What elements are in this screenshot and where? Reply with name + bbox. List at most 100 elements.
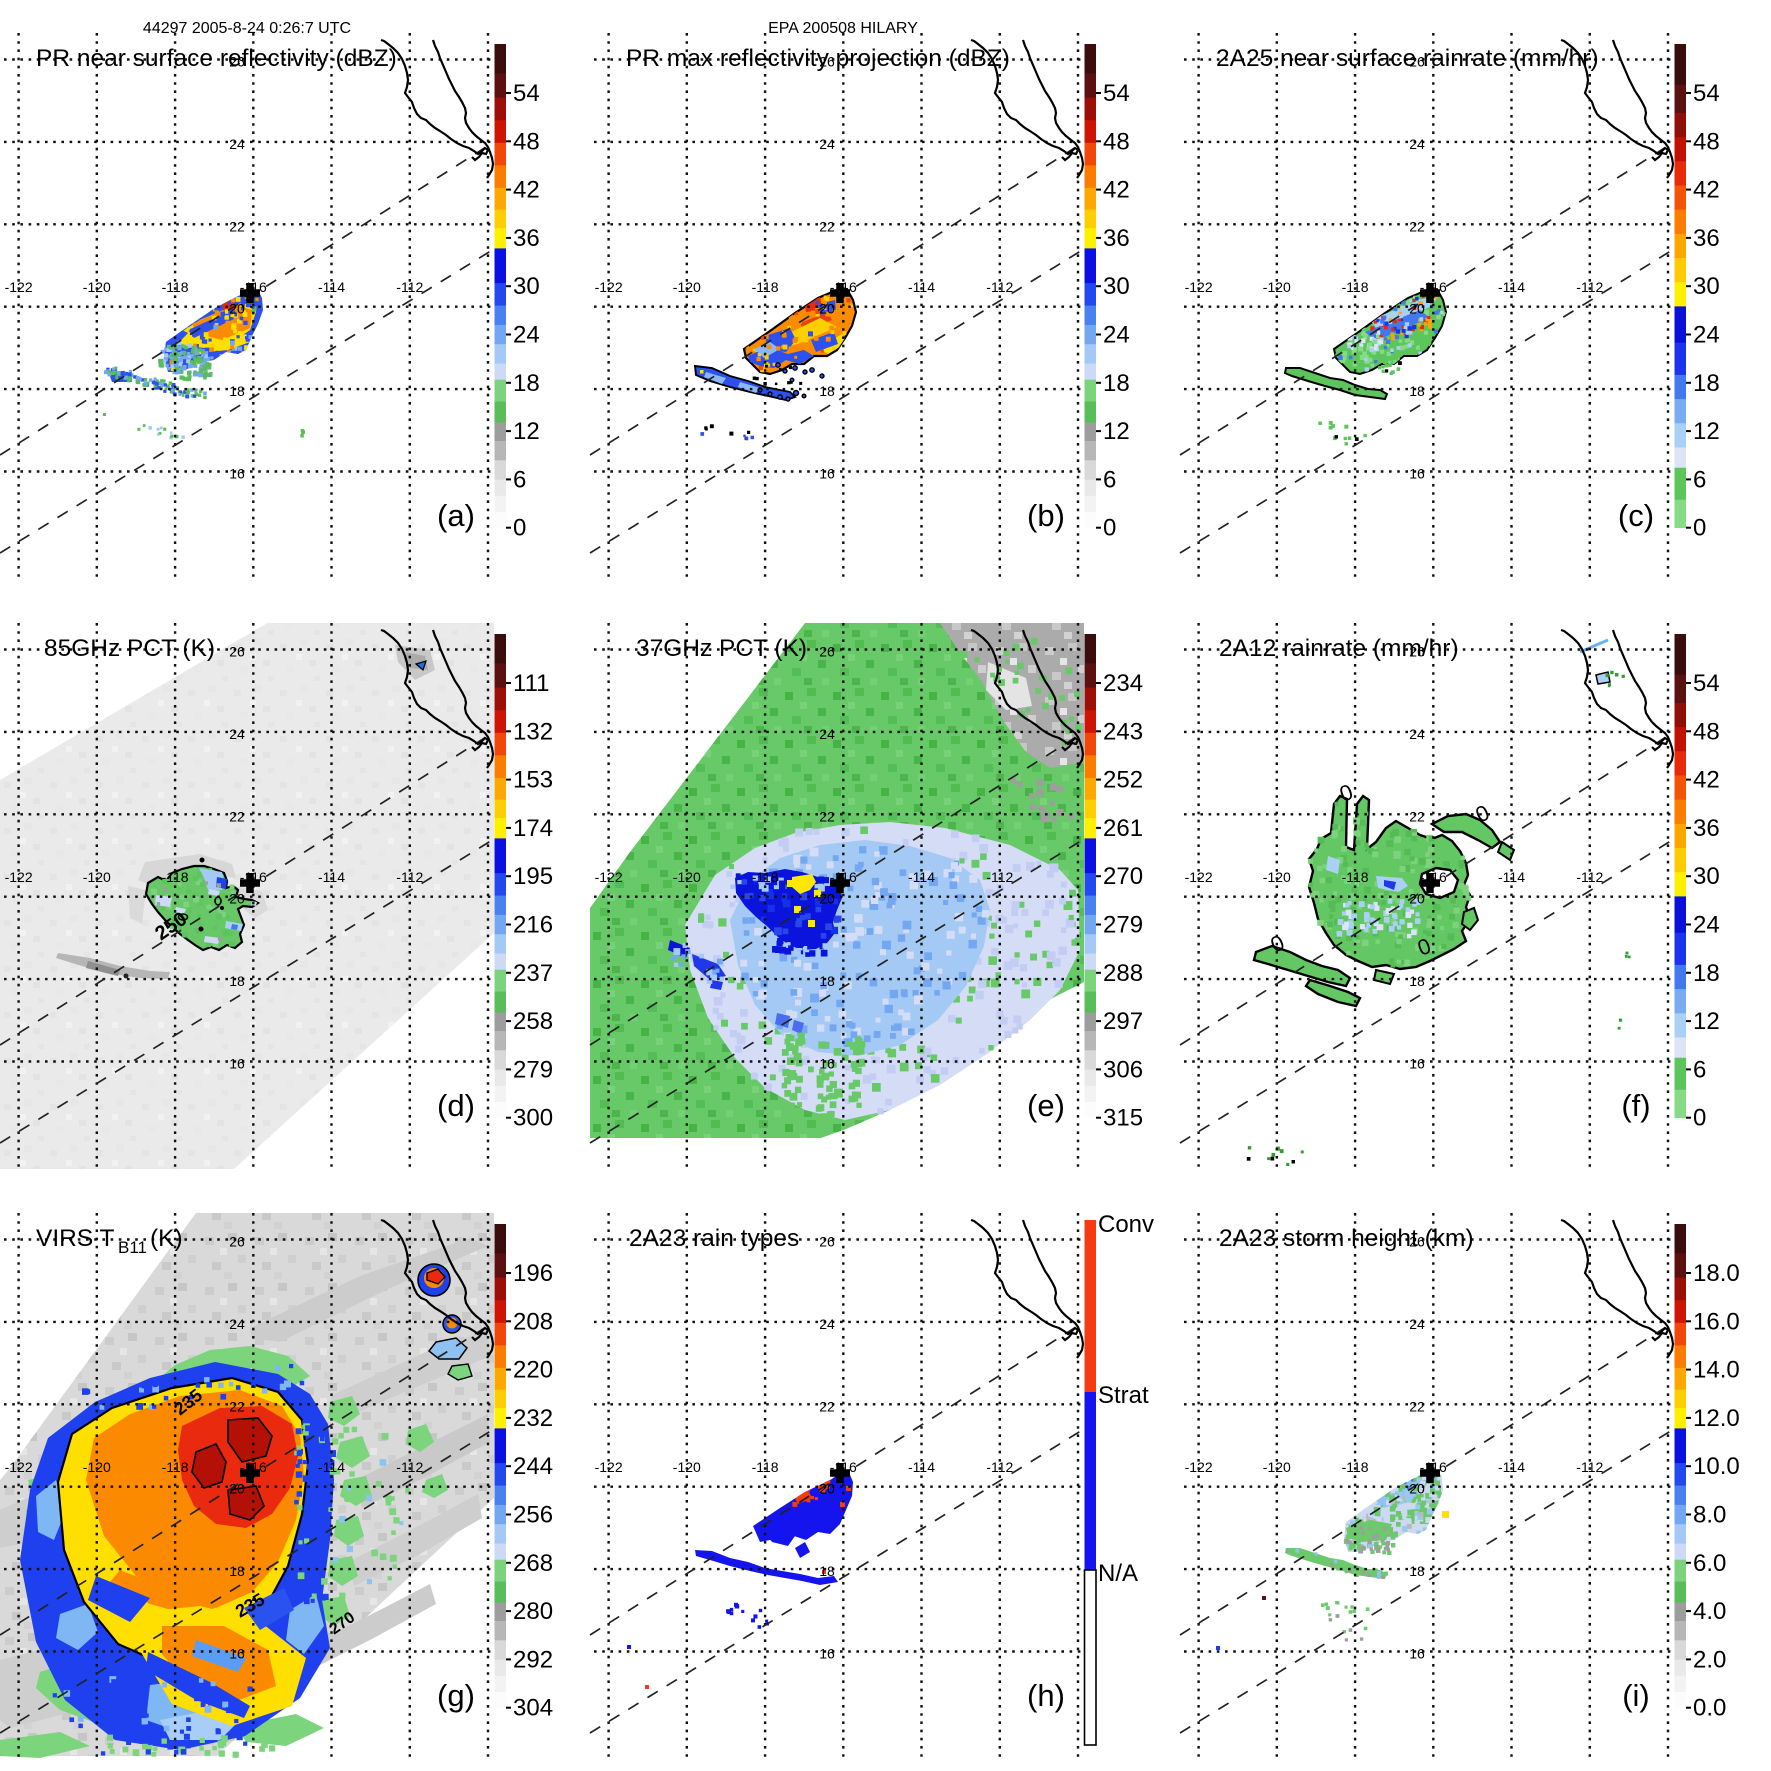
svg-text:4.0: 4.0 xyxy=(1693,1598,1726,1625)
svg-text:54: 54 xyxy=(513,80,540,107)
svg-text:18.0: 18.0 xyxy=(1693,1260,1740,1287)
svg-text:304: 304 xyxy=(513,1695,553,1722)
svg-text:2.0: 2.0 xyxy=(1693,1646,1726,1673)
svg-text:EPA 200508 HILARY: EPA 200508 HILARY xyxy=(768,20,918,37)
svg-text:(d): (d) xyxy=(437,1088,475,1123)
svg-text:(h): (h) xyxy=(1027,1678,1065,1713)
svg-text:6: 6 xyxy=(1693,466,1706,493)
svg-text:14.0: 14.0 xyxy=(1693,1357,1740,1384)
svg-text:54: 54 xyxy=(1103,80,1130,107)
svg-text:42: 42 xyxy=(513,177,540,204)
svg-text:N/A: N/A xyxy=(1098,1560,1138,1587)
svg-text:24: 24 xyxy=(1693,912,1720,939)
svg-text:24: 24 xyxy=(513,322,540,349)
svg-text:220: 220 xyxy=(513,1357,553,1384)
svg-text:2A23 rain types: 2A23 rain types xyxy=(629,1225,799,1252)
svg-text:30: 30 xyxy=(1693,273,1720,300)
svg-text:243: 243 xyxy=(1103,718,1143,745)
svg-text:30: 30 xyxy=(1103,273,1130,300)
svg-text:111: 111 xyxy=(513,670,549,697)
svg-text:306: 306 xyxy=(1103,1056,1143,1083)
svg-text:0: 0 xyxy=(1693,1105,1706,1132)
svg-text:12.0: 12.0 xyxy=(1693,1405,1740,1432)
svg-text:270: 270 xyxy=(1103,863,1143,890)
svg-text:(g): (g) xyxy=(437,1678,475,1713)
svg-text:(e): (e) xyxy=(1027,1088,1065,1123)
svg-text:6: 6 xyxy=(513,466,526,493)
svg-text:42: 42 xyxy=(1103,177,1130,204)
svg-text:2A23 storm height (km): 2A23 storm height (km) xyxy=(1219,1225,1474,1252)
svg-text:153: 153 xyxy=(513,767,553,794)
svg-text:0: 0 xyxy=(1693,515,1706,542)
svg-text:18: 18 xyxy=(1693,370,1720,397)
svg-text:268: 268 xyxy=(513,1550,553,1577)
svg-text:2A12 rainrate (mm/hr): 2A12 rainrate (mm/hr) xyxy=(1219,635,1459,662)
svg-text:(K): (K) xyxy=(150,1225,183,1252)
svg-text:48: 48 xyxy=(1103,128,1130,155)
svg-text:10.0: 10.0 xyxy=(1693,1453,1740,1480)
svg-text:PR near surface reflectivity (: PR near surface reflectivity (dBZ) xyxy=(36,45,397,72)
svg-text:234: 234 xyxy=(1103,670,1143,697)
svg-text:(b): (b) xyxy=(1027,498,1065,533)
svg-text:279: 279 xyxy=(513,1056,553,1083)
svg-text:18: 18 xyxy=(513,370,540,397)
svg-text:54: 54 xyxy=(1693,670,1720,697)
svg-text:85GHz PCT (K): 85GHz PCT (K) xyxy=(44,635,215,662)
svg-text:PR max reflectivity projection: PR max reflectivity projection (dBZ) xyxy=(626,45,1010,72)
svg-text:Strat: Strat xyxy=(1098,1382,1149,1409)
svg-text:16.0: 16.0 xyxy=(1693,1308,1740,1335)
svg-text:252: 252 xyxy=(1103,767,1143,794)
svg-text:36: 36 xyxy=(1693,225,1720,252)
svg-text:2A25 near surface rainrate (mm: 2A25 near surface rainrate (mm/hr) xyxy=(1216,45,1599,72)
svg-text:174: 174 xyxy=(513,815,553,842)
svg-text:Conv: Conv xyxy=(1098,1211,1154,1238)
svg-text:297: 297 xyxy=(1103,1008,1143,1035)
svg-text:(a): (a) xyxy=(437,498,475,533)
svg-text:132: 132 xyxy=(513,718,553,745)
svg-text:30: 30 xyxy=(1693,863,1720,890)
svg-text:12: 12 xyxy=(513,418,540,445)
svg-text:6: 6 xyxy=(1103,466,1116,493)
svg-text:258: 258 xyxy=(513,1008,553,1035)
svg-text:0: 0 xyxy=(513,515,526,542)
svg-text:12: 12 xyxy=(1693,418,1720,445)
svg-text:12: 12 xyxy=(1693,1008,1720,1035)
svg-text:37GHz PCT (K): 37GHz PCT (K) xyxy=(636,635,807,662)
svg-text:256: 256 xyxy=(513,1502,553,1529)
svg-text:36: 36 xyxy=(513,225,540,252)
svg-text:237: 237 xyxy=(513,960,553,987)
svg-text:196: 196 xyxy=(513,1260,553,1287)
svg-text:48: 48 xyxy=(1693,718,1720,745)
svg-text:VIRS T: VIRS T xyxy=(36,1225,115,1252)
svg-text:232: 232 xyxy=(513,1405,553,1432)
svg-text:6: 6 xyxy=(1693,1056,1706,1083)
svg-text:195: 195 xyxy=(513,863,553,890)
svg-text:18: 18 xyxy=(1103,370,1130,397)
svg-text:208: 208 xyxy=(513,1308,553,1335)
svg-text:(i): (i) xyxy=(1622,1678,1650,1713)
svg-text:6.0: 6.0 xyxy=(1693,1550,1726,1577)
svg-text:288: 288 xyxy=(1103,960,1143,987)
svg-text:48: 48 xyxy=(1693,128,1720,155)
svg-text:216: 216 xyxy=(513,912,553,939)
svg-text:261: 261 xyxy=(1103,815,1143,842)
svg-text:(f): (f) xyxy=(1621,1088,1650,1123)
svg-text:12: 12 xyxy=(1103,418,1130,445)
svg-text:279: 279 xyxy=(1103,912,1143,939)
svg-text:48: 48 xyxy=(513,128,540,155)
svg-text:315: 315 xyxy=(1103,1105,1143,1132)
svg-text:36: 36 xyxy=(1693,815,1720,842)
svg-text:B11: B11 xyxy=(118,1238,147,1257)
svg-text:8.0: 8.0 xyxy=(1693,1502,1726,1529)
svg-text:292: 292 xyxy=(513,1646,553,1673)
svg-text:0.0: 0.0 xyxy=(1693,1695,1726,1722)
svg-text:44297 2005-8-24 0:26:7 UTC: 44297 2005-8-24 0:26:7 UTC xyxy=(143,20,351,37)
svg-text:300: 300 xyxy=(513,1105,553,1132)
svg-text:54: 54 xyxy=(1693,80,1720,107)
svg-text:(c): (c) xyxy=(1618,498,1654,533)
svg-text:42: 42 xyxy=(1693,767,1720,794)
svg-text:24: 24 xyxy=(1693,322,1720,349)
svg-text:280: 280 xyxy=(513,1598,553,1625)
svg-text:18: 18 xyxy=(1693,960,1720,987)
svg-text:244: 244 xyxy=(513,1453,553,1480)
